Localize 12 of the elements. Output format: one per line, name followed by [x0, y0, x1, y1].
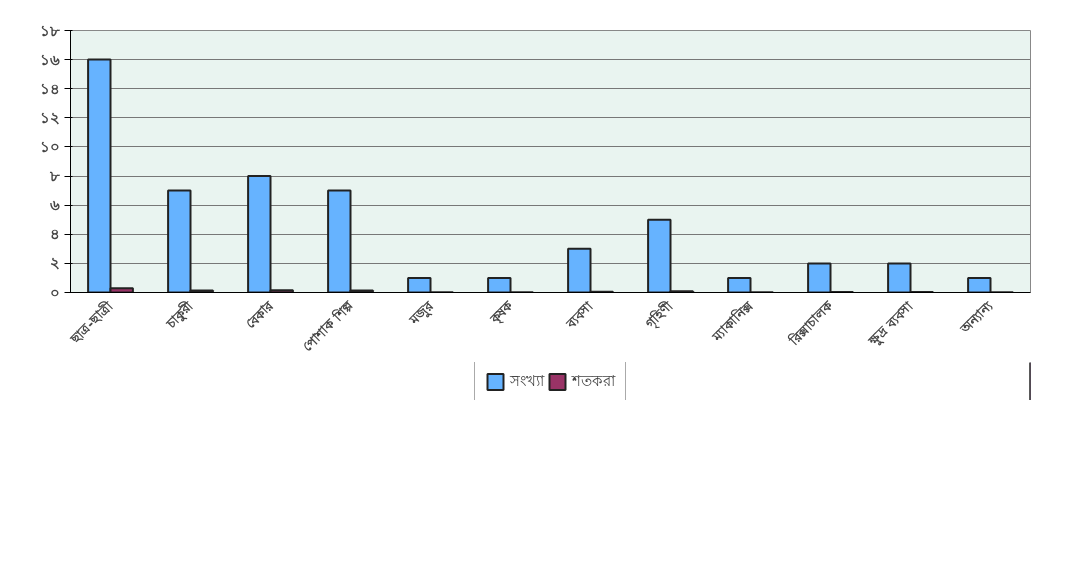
y-tick-label: ১২: [39, 108, 60, 127]
y-tick-label: ০: [49, 283, 60, 302]
y-tick-label: ৮: [48, 167, 60, 186]
y-tick-label: ১৪: [39, 79, 60, 98]
y-tick-label: ১০: [39, 137, 60, 156]
legend-label: শতকরা: [572, 370, 615, 392]
y-tick-label: ১৬: [39, 50, 60, 69]
y-tick-label: ২: [49, 254, 60, 273]
legend-label: সংখ্যা: [510, 370, 544, 392]
y-tick-label: ১৮: [39, 21, 60, 40]
y-tick-label: ৬: [49, 196, 60, 215]
y-tick-label: ৪: [49, 225, 60, 244]
